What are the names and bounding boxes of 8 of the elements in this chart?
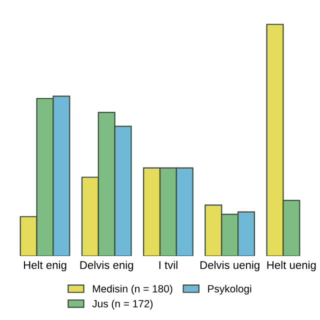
legend-label: Jus (n = 172) bbox=[92, 300, 153, 310]
x-tick-label: Helt uenig bbox=[267, 260, 316, 272]
legend-label: Psykologi bbox=[208, 284, 252, 295]
x-tick-label: Delvis enig bbox=[80, 260, 134, 272]
x-tick-label: Helt enig bbox=[24, 260, 66, 272]
x-tick-label: I tvil bbox=[159, 260, 178, 269]
legend-label: Medisin (n = 180) bbox=[92, 284, 172, 295]
x-tick-label: Delvis uenig bbox=[200, 260, 260, 272]
